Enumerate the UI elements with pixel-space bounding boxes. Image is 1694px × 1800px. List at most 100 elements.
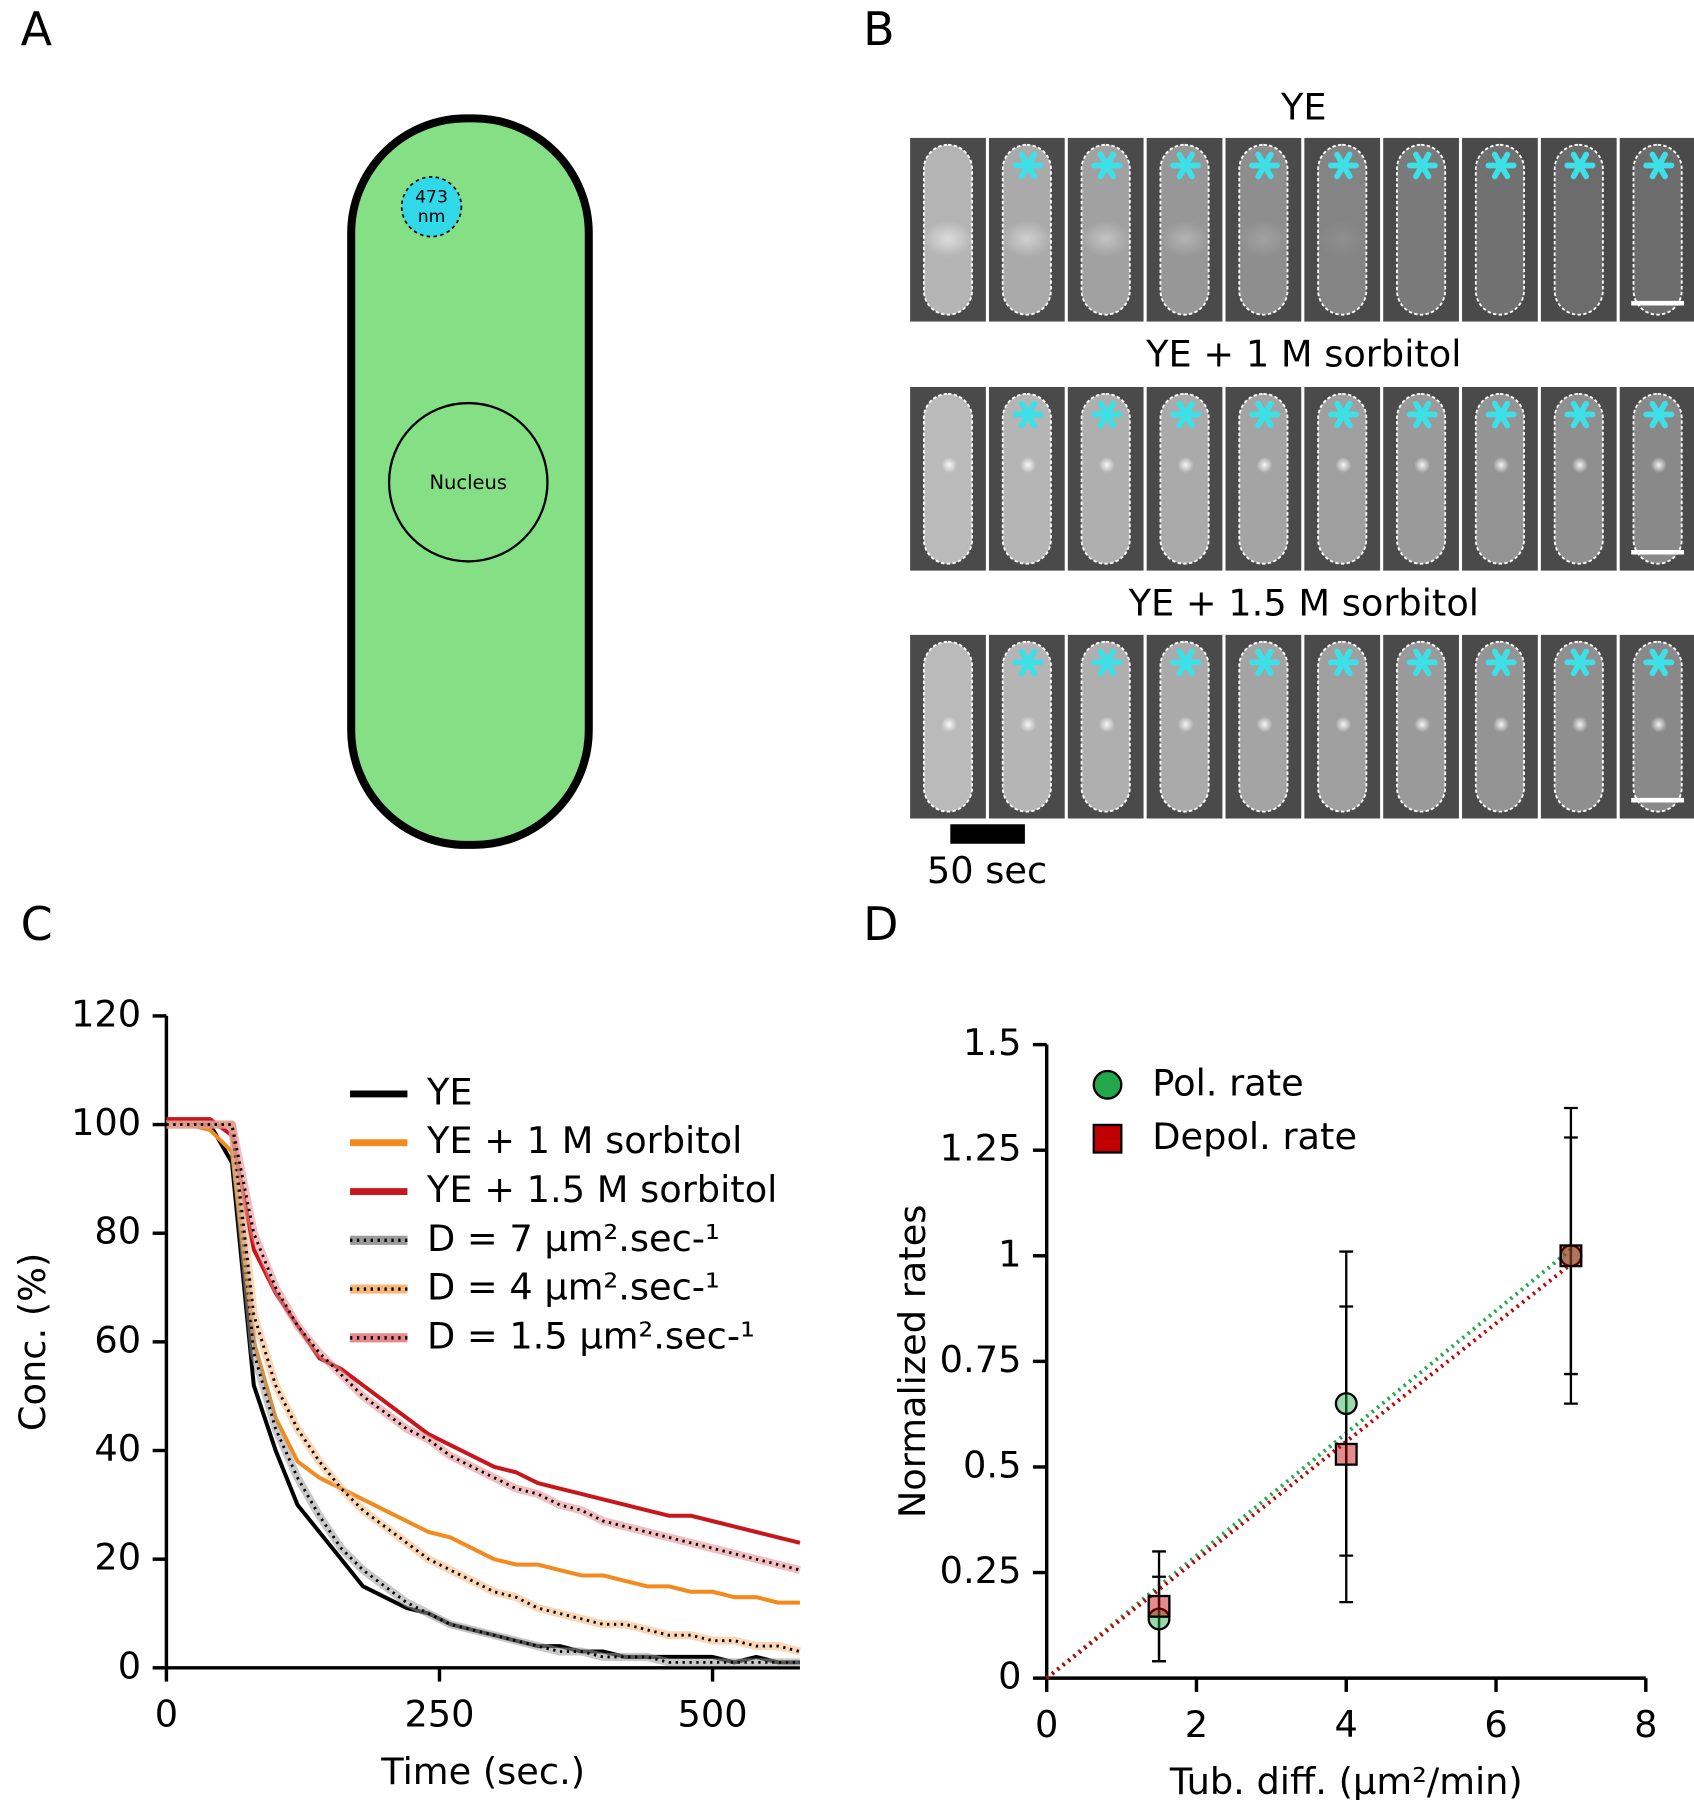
laser-label: nm (418, 207, 446, 227)
time-bar-label: 50 sec (927, 849, 1047, 892)
cell-outline (1159, 143, 1210, 316)
y-tick-label: 1.25 (940, 1127, 1022, 1170)
fit-halo (166, 1120, 800, 1667)
nucleus-glow (1316, 220, 1368, 258)
laser-spot (400, 176, 463, 238)
row-title: YE (1280, 86, 1327, 129)
nucleus (387, 401, 549, 563)
spot (941, 456, 958, 474)
cell-outline (1474, 392, 1525, 565)
asterisk (1097, 648, 1117, 677)
laser-label: 473 (415, 188, 448, 208)
asterisk (1649, 400, 1668, 429)
fit-line (166, 1123, 801, 1572)
cell-outline (1553, 640, 1604, 813)
panel-label: A (21, 2, 53, 56)
cell-body (1554, 393, 1603, 564)
asterisk (1413, 151, 1432, 180)
cell-body (1633, 144, 1682, 315)
asterisk (1491, 648, 1511, 677)
cell-outline (1474, 640, 1525, 813)
spot (1098, 716, 1115, 733)
y-tick-label: 1 (998, 1232, 1021, 1275)
y-tick-label: 20 (94, 1536, 141, 1579)
cell-outline (1396, 640, 1447, 813)
panel-label: B (863, 2, 894, 56)
cell-outline (1553, 143, 1604, 316)
legend-label: YE + 1 M sorbitol (426, 1119, 742, 1162)
asterisk (1570, 151, 1590, 180)
asterisk (1097, 151, 1117, 180)
cell-outline (1396, 143, 1447, 316)
y-axis-label: Normalized rates (891, 1205, 934, 1519)
spot (1493, 456, 1510, 474)
spot (1177, 716, 1194, 733)
cell-outline (1317, 640, 1368, 813)
asterisk (1491, 400, 1511, 429)
cell-outline (1553, 392, 1604, 565)
point (1559, 1244, 1583, 1268)
y-tick-label: 100 (71, 1101, 141, 1144)
nucleus-glow (1080, 220, 1131, 258)
legend-marker (1092, 1123, 1123, 1154)
x-tick-label: 8 (1634, 1703, 1657, 1746)
x-tick-label: 500 (678, 1693, 748, 1736)
asterisk (1570, 648, 1590, 677)
y-tick-label: 120 (71, 992, 141, 1035)
spot (1571, 716, 1588, 733)
spot (1177, 456, 1194, 474)
panel-label: D (863, 897, 898, 951)
asterisk (1334, 400, 1353, 429)
cell-outline (1474, 143, 1525, 316)
cell-body (1160, 393, 1209, 564)
asterisk (1649, 151, 1668, 180)
asterisk (1334, 648, 1353, 677)
spot (1098, 456, 1115, 474)
cell-body (1554, 144, 1603, 315)
legend-marker (1092, 1069, 1123, 1100)
asterisk (1570, 400, 1590, 429)
cell-body (1396, 144, 1446, 315)
cell-body (1318, 393, 1367, 564)
cell-outline (922, 143, 974, 316)
cell-body (1633, 393, 1682, 564)
y-tick-label: 0.75 (940, 1338, 1022, 1381)
cell-outline (1632, 143, 1683, 316)
spot (1335, 456, 1352, 474)
cell-body (1081, 393, 1130, 564)
asterisk (1176, 151, 1195, 180)
asterisk (1334, 151, 1353, 180)
asterisk (1491, 151, 1511, 180)
asterisk (1018, 400, 1038, 429)
y-tick-label: 80 (94, 1210, 141, 1253)
spot (1256, 716, 1273, 733)
cell-outline (1159, 392, 1210, 565)
micrographs: YE YE + 1 M sorbitol YE + 1.5 M sorbitol (910, 86, 1694, 819)
x-tick-label: 6 (1484, 1703, 1507, 1746)
x-tick-label: 0 (155, 1693, 178, 1736)
x-axis-label: Time (sec.) (380, 1750, 585, 1793)
y-tick-label: 60 (94, 1318, 141, 1361)
time-bar (950, 824, 1025, 844)
spot (1414, 716, 1431, 733)
y-tick-label: 1.5 (963, 1021, 1021, 1064)
spot (1256, 456, 1273, 474)
asterisk (1413, 400, 1432, 429)
x-axis-label: Tub. diff. (µm²/min) (1169, 1760, 1523, 1800)
cell-outline (1238, 392, 1289, 565)
asterisk (1649, 648, 1668, 677)
cell-outline (922, 640, 974, 813)
asterisk (1018, 648, 1038, 677)
legend-label: D = 1.5 µm².sec-¹ (427, 1314, 755, 1357)
cell-outline (1317, 392, 1368, 565)
asterisk (1018, 151, 1038, 180)
cell-body (1396, 393, 1446, 564)
error-bar (1564, 1136, 1578, 1376)
spot (1019, 716, 1037, 733)
cell-outline (1080, 640, 1131, 813)
error-bar (1152, 1550, 1166, 1663)
cell-outline (922, 392, 974, 565)
y-tick-label: 0.5 (963, 1443, 1021, 1486)
cell-outline (1396, 392, 1447, 565)
cell-outline (1238, 640, 1289, 813)
